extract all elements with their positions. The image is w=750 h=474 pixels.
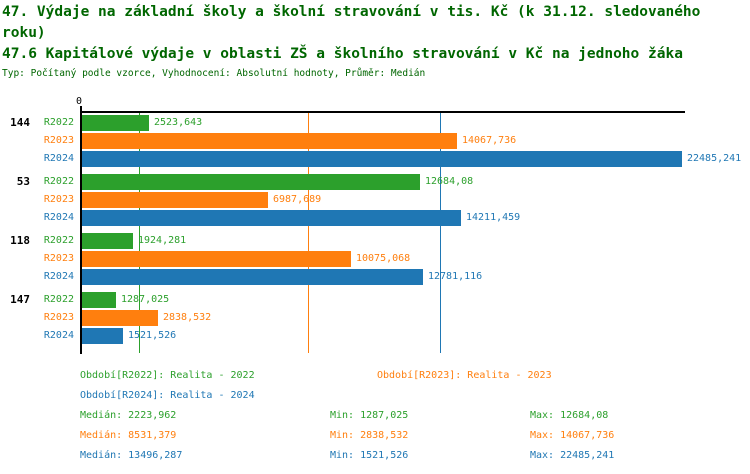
stat-max: Max: 22485,241 xyxy=(530,450,615,461)
bar xyxy=(82,192,268,208)
series-row-label: R2024 xyxy=(43,153,74,164)
bar-value-label: 10075,068 xyxy=(356,253,411,264)
median-gridline-r2023 xyxy=(307,113,309,353)
bar xyxy=(82,269,423,285)
bar-value-label: 2838,532 xyxy=(163,312,212,323)
bar-value-label: 2523,643 xyxy=(154,117,203,128)
series-row-label: R2023 xyxy=(43,194,74,205)
bar xyxy=(82,251,351,267)
bar xyxy=(82,133,457,149)
series-row-label: R2024 xyxy=(43,271,74,282)
bar xyxy=(82,115,149,131)
stat-median: Medián: 13496,287 xyxy=(80,450,183,461)
stat-median: Medián: 8531,379 xyxy=(80,430,177,441)
median-gridline-r2022 xyxy=(139,113,141,353)
stat-min: Min: 2838,532 xyxy=(330,430,409,441)
series-row-label: R2022 xyxy=(43,235,74,246)
legend-item: Období[R2022]: Realita - 2022 xyxy=(80,370,255,381)
bar xyxy=(82,292,116,308)
x-axis-line xyxy=(80,111,685,113)
x-axis-zero-tick-label: 0 xyxy=(75,96,83,107)
legend-item: Období[R2024]: Realita - 2024 xyxy=(80,390,255,401)
bar xyxy=(82,174,420,190)
bar-value-label: 1924,281 xyxy=(138,235,187,246)
legend-item: Období[R2023]: Realita - 2023 xyxy=(377,370,552,381)
stat-max: Max: 12684,08 xyxy=(530,410,609,421)
series-row-label: R2022 xyxy=(43,294,74,305)
bar-value-label: 6987,689 xyxy=(273,194,322,205)
bar-value-label: 22485,241 xyxy=(687,153,742,164)
chart-subtitle: 47.6 Kapitálové výdaje v oblasti ZŠ a šk… xyxy=(2,46,683,62)
y-axis-line xyxy=(80,106,82,354)
series-row-label: R2022 xyxy=(43,176,74,187)
bar-value-label: 1521,526 xyxy=(128,330,177,341)
bar xyxy=(82,328,123,344)
series-row-label: R2022 xyxy=(43,117,74,128)
bar-value-label: 1287,025 xyxy=(121,294,170,305)
bar-value-label: 12781,116 xyxy=(428,271,483,282)
chart-title: 47. Výdaje na základní školy a školní st… xyxy=(2,4,701,41)
series-row-label: R2023 xyxy=(43,253,74,264)
bar xyxy=(82,310,158,326)
bar xyxy=(82,210,461,226)
series-row-label: R2024 xyxy=(43,212,74,223)
bar-value-label: 14067,736 xyxy=(462,135,517,146)
stat-median: Medián: 2223,962 xyxy=(80,410,177,421)
stat-min: Min: 1287,025 xyxy=(330,410,409,421)
median-gridline-r2024 xyxy=(440,113,442,353)
series-row-label: R2024 xyxy=(43,330,74,341)
bar xyxy=(82,151,682,167)
stat-min: Min: 1521,526 xyxy=(330,450,409,461)
bar-value-label: 12684,08 xyxy=(425,176,474,187)
category-label: 53 xyxy=(16,175,30,188)
category-label: 147 xyxy=(10,293,30,306)
stat-max: Max: 14067,736 xyxy=(530,430,615,441)
chart-meta-line: Typ: Počítaný podle vzorce, Vyhodnocení:… xyxy=(2,68,426,79)
series-row-label: R2023 xyxy=(43,312,74,323)
category-label: 144 xyxy=(10,116,30,129)
bar xyxy=(82,233,133,249)
bar-value-label: 14211,459 xyxy=(466,212,521,223)
category-label: 118 xyxy=(10,234,30,247)
series-row-label: R2023 xyxy=(43,135,74,146)
